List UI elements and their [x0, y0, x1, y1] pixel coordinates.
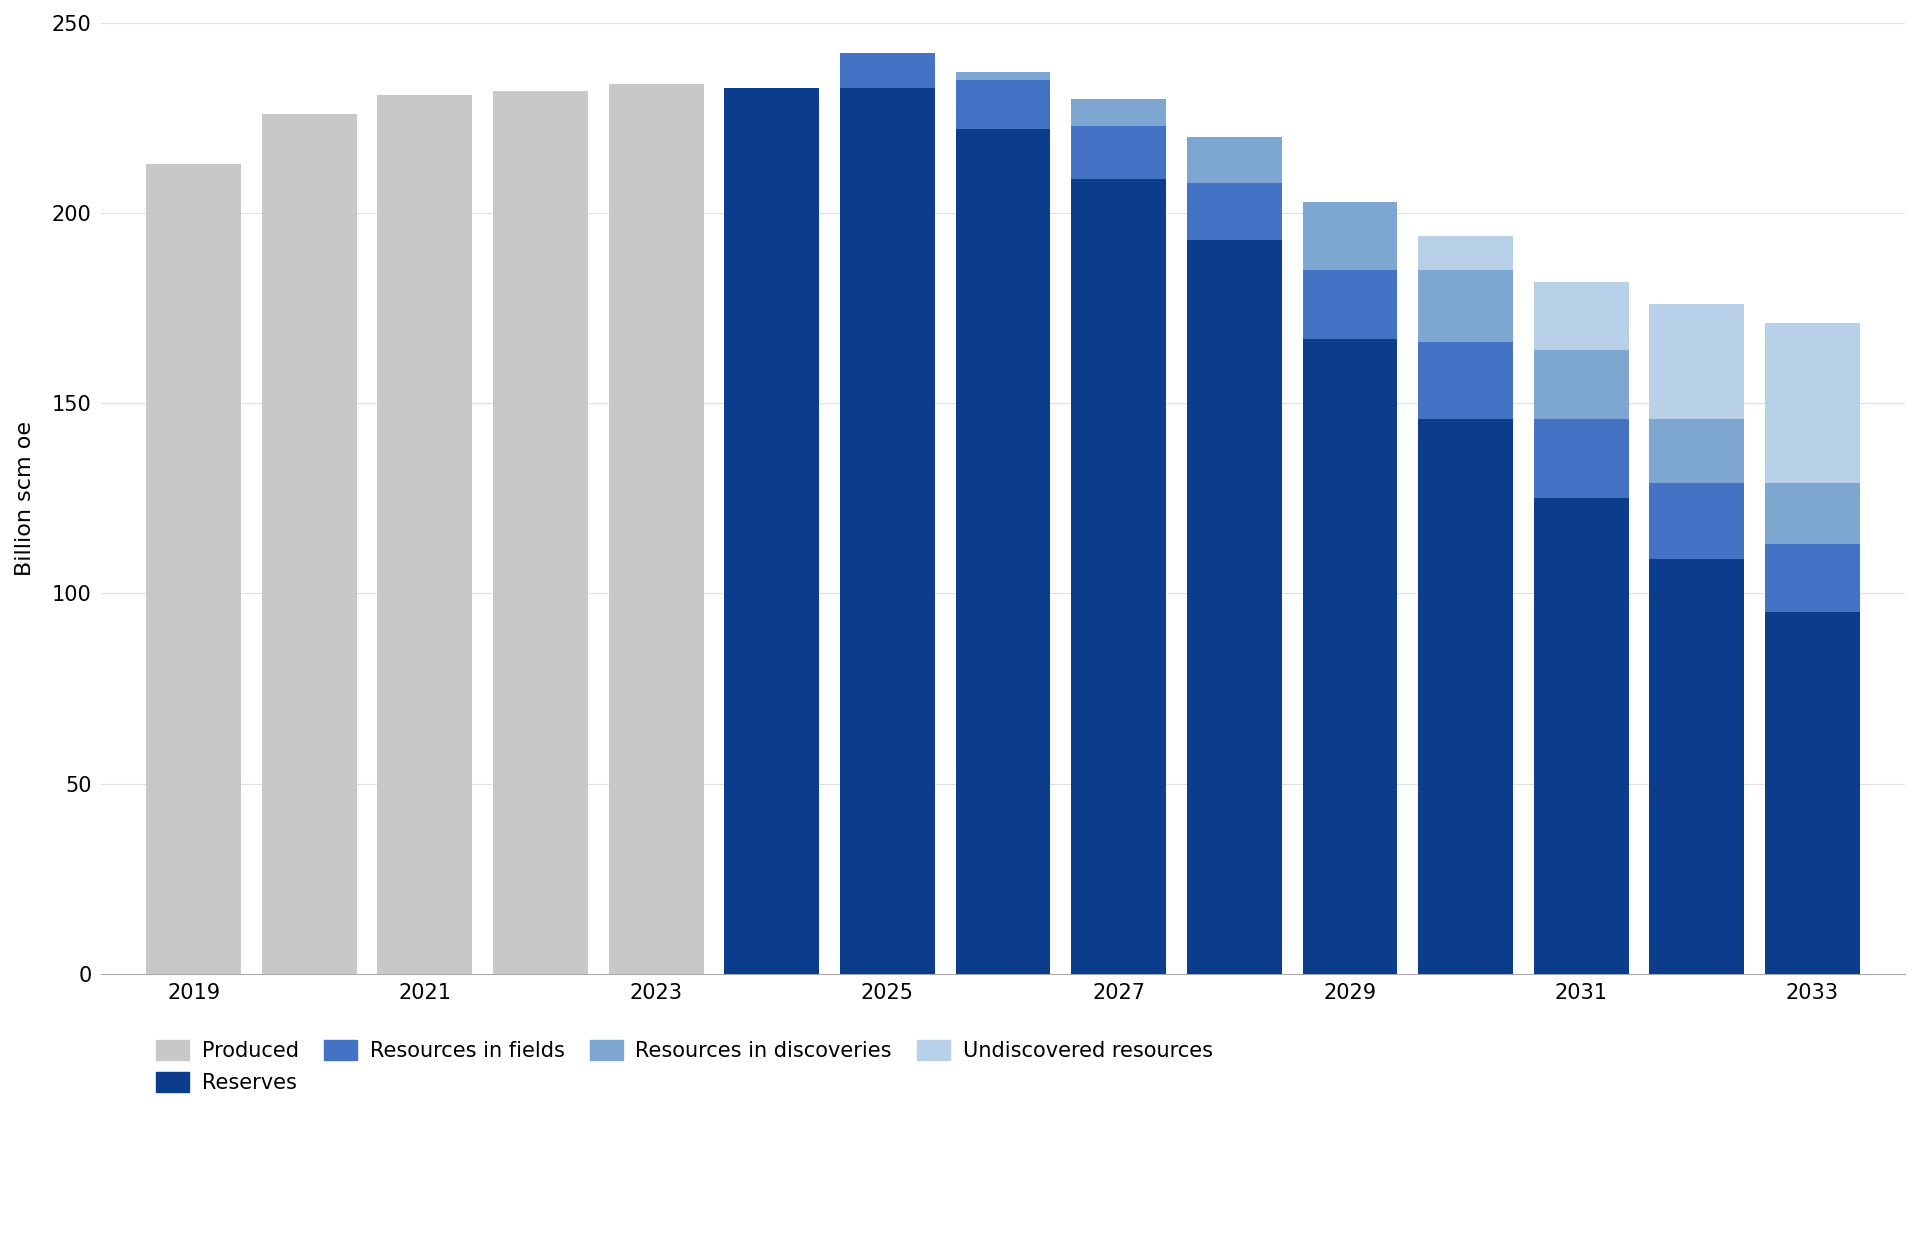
Bar — [1534, 499, 1628, 974]
Bar — [1071, 99, 1165, 125]
Bar — [1187, 182, 1283, 240]
Bar — [378, 96, 472, 974]
Bar — [956, 81, 1050, 129]
Legend: Produced, Reserves, Resources in fields, Resources in discoveries, Undiscovered : Produced, Reserves, Resources in fields,… — [148, 1033, 1221, 1101]
Bar — [1534, 418, 1628, 499]
Bar — [1649, 304, 1743, 418]
Bar — [1534, 350, 1628, 418]
Bar — [1302, 202, 1398, 271]
Bar — [1187, 137, 1283, 182]
Bar — [1187, 240, 1283, 974]
Bar — [1649, 560, 1743, 974]
Bar — [1764, 544, 1860, 613]
Bar — [1534, 282, 1628, 350]
Bar — [1071, 179, 1165, 974]
Bar — [1649, 483, 1743, 560]
Bar — [956, 72, 1050, 81]
Bar — [841, 53, 935, 88]
Bar — [1419, 418, 1513, 974]
Bar — [956, 129, 1050, 974]
Bar — [1071, 125, 1165, 179]
Bar — [1764, 483, 1860, 544]
Bar — [1302, 271, 1398, 339]
Bar — [1419, 271, 1513, 343]
Bar — [1764, 613, 1860, 974]
Bar — [1649, 418, 1743, 483]
Bar — [261, 114, 357, 974]
Bar — [1419, 343, 1513, 418]
Bar — [724, 88, 820, 974]
Bar — [1302, 339, 1398, 974]
Bar — [1764, 324, 1860, 483]
Bar — [841, 88, 935, 974]
Bar — [609, 84, 703, 974]
Bar — [493, 92, 588, 974]
Bar — [146, 164, 242, 974]
Bar — [1419, 236, 1513, 271]
Y-axis label: Billion scm oe: Billion scm oe — [15, 421, 35, 576]
